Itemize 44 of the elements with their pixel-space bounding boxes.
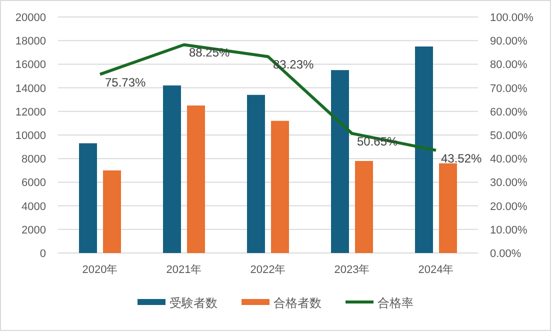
y-tick-label: 12000 [15, 106, 46, 118]
y-tick-label: 10000 [15, 130, 46, 142]
y2-tick-label: 70.00% [490, 82, 528, 95]
y2-tick-label: 30.00% [490, 177, 528, 190]
y2-tick-label: 60.00% [490, 106, 528, 118]
legend-label: 受験者数 [170, 296, 218, 310]
bar [103, 170, 121, 253]
y-tick-label: 16000 [15, 59, 46, 72]
line-series [98, 43, 438, 152]
y-tick-label: 8000 [22, 154, 46, 166]
y2-tick-label: 20.00% [490, 200, 528, 213]
y-tick-label: 0 [40, 248, 46, 260]
bar [187, 106, 205, 253]
y2-tick-label: 0.00% [490, 248, 522, 260]
y-tick-label: 4000 [22, 200, 46, 213]
y2-tick-label: 10.00% [490, 224, 528, 236]
x-tick-label: 2022年 [250, 264, 286, 276]
bar [331, 70, 349, 253]
data-label: 43.52% [441, 151, 482, 166]
legend-label: 合格率 [378, 296, 414, 310]
data-label: 75.73% [105, 75, 146, 90]
y2-tick-label: 80.00% [490, 59, 528, 72]
y2-tick-label: 90.00% [490, 36, 528, 48]
y2-tick-label: 100.00% [490, 12, 534, 24]
legend-label: 合格者数 [274, 296, 322, 310]
bar [247, 94, 265, 253]
x-tick-label: 2020年 [82, 264, 118, 276]
bar [163, 85, 181, 253]
bar [271, 120, 289, 253]
y2-tick-label: 40.00% [490, 154, 528, 166]
data-label: 88.25% [189, 46, 230, 60]
y-tick-label: 14000 [15, 82, 46, 95]
x-tick-label: 2024年 [418, 264, 454, 276]
bar [415, 46, 433, 253]
y-tick-label: 6000 [22, 177, 46, 190]
y-tick-label: 2000 [22, 224, 46, 236]
bar [439, 163, 457, 253]
bar [79, 143, 97, 253]
x-tick-label: 2021年 [166, 264, 202, 276]
y2-tick-label: 50.00% [490, 130, 528, 142]
bar [355, 160, 373, 253]
y-tick-label: 20000 [15, 12, 46, 24]
y-tick-label: 18000 [15, 36, 46, 48]
x-tick-label: 2023年 [334, 264, 370, 276]
